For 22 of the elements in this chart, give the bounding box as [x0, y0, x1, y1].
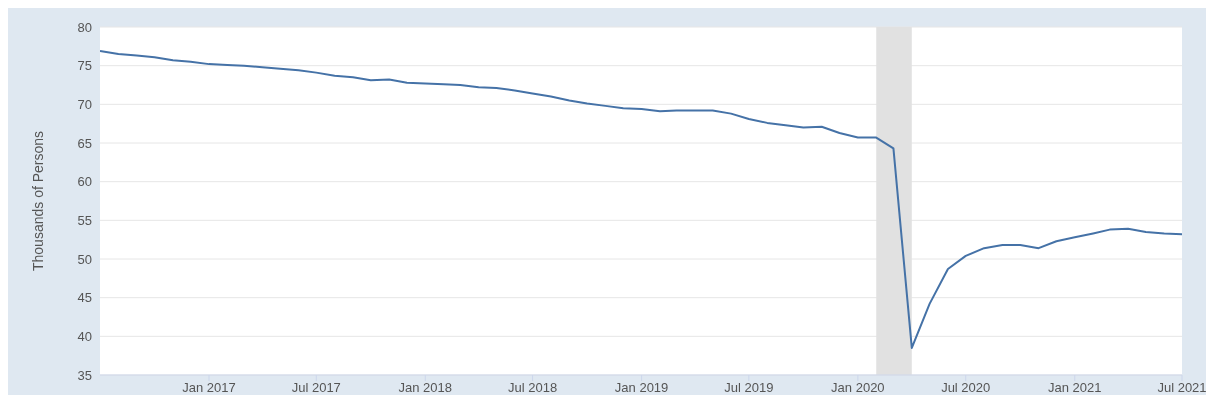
- y-tick-label: 80: [77, 19, 92, 35]
- y-tick-label: 70: [77, 96, 92, 112]
- x-tick-label: Jul 2018: [507, 380, 558, 396]
- y-tick-label: 45: [77, 290, 92, 306]
- x-tick-label: Jul 2020: [941, 380, 991, 396]
- x-tick-label: Jan 2018: [398, 380, 453, 396]
- y-tick-label: 65: [77, 135, 92, 151]
- y-tick-label: 75: [77, 58, 92, 74]
- line-series: [100, 49, 1182, 349]
- y-tick-label: 40: [77, 328, 92, 344]
- y-tick-label: 35: [77, 367, 92, 383]
- y-tick-label: 50: [77, 251, 92, 267]
- x-tick-label: Jan 2017: [182, 380, 236, 396]
- x-tick-label: Jul 2021: [1157, 380, 1207, 396]
- x-tick-label: Jan 2019: [614, 380, 669, 396]
- x-tick-label: Jan 2021: [1048, 380, 1102, 396]
- y-tick-label: 55: [77, 212, 92, 228]
- y-tick-label: 60: [77, 174, 92, 190]
- x-tick-label: Jan 2020: [831, 380, 885, 396]
- y-axis-title: Thousands of Persons: [29, 130, 46, 271]
- x-tick-label: Jul 2019: [724, 380, 774, 396]
- x-tick-label: Jul 2017: [291, 380, 341, 396]
